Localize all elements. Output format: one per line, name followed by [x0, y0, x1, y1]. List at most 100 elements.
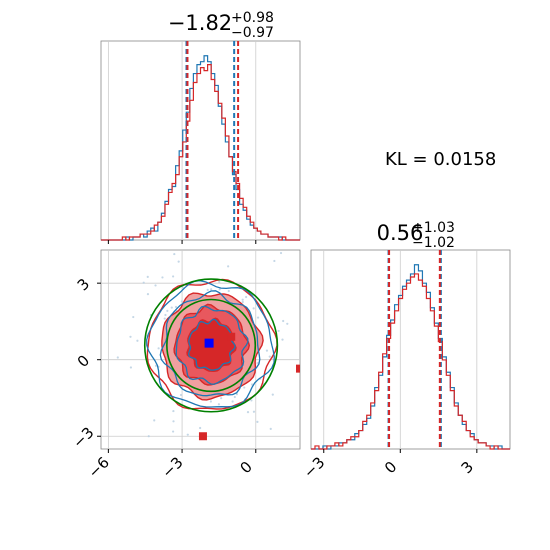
- scatter-point: [174, 305, 178, 309]
- y-tick-label: 0: [74, 351, 93, 370]
- scatter-point: [206, 288, 209, 291]
- scatter-point: [252, 307, 255, 310]
- scatter-point: [129, 366, 133, 369]
- scatter-point: [241, 298, 244, 301]
- blue-contour-line: [159, 290, 261, 397]
- blue-contour-line: [175, 305, 249, 385]
- marginal-x-ticks: [107, 240, 257, 244]
- blue-contour-line: [146, 280, 275, 408]
- scatter-point: [132, 315, 135, 319]
- scatter-point: [129, 335, 132, 338]
- joint-contours: [50, 251, 300, 529]
- x-tick-label: 0: [381, 458, 400, 477]
- scatter-point: [273, 259, 276, 263]
- scatter-point: [277, 329, 280, 333]
- marginal-x-quantile-lines: [185, 41, 240, 240]
- marginal-y-quantile-lines: [387, 250, 442, 449]
- marginal-y-title-value: 0.56: [377, 221, 424, 245]
- scatter-point: [265, 349, 269, 352]
- scatter-point: [233, 395, 236, 399]
- red-contour-line: [161, 292, 264, 401]
- scatter-point: [256, 316, 260, 319]
- scatter-point: [246, 410, 250, 414]
- red-marker: [296, 364, 300, 373]
- histogram-red: [311, 273, 510, 450]
- scatter-point: [142, 281, 145, 284]
- scatter-point: [147, 435, 150, 438]
- marginal-y-histograms: [311, 264, 510, 450]
- scatter-point: [146, 275, 149, 278]
- red-marker: [198, 432, 207, 441]
- scatter-point: [268, 355, 271, 358]
- y-tick-label: −3: [69, 424, 97, 452]
- scatter-point: [252, 410, 256, 413]
- scatter-point: [209, 400, 212, 403]
- scatter-point: [154, 364, 158, 367]
- scatter-point: [161, 276, 164, 279]
- scatter-point: [269, 427, 272, 430]
- marginal-x-title-plus: +0.98: [231, 10, 274, 26]
- scatter-point: [50, 292, 52, 294]
- scatter-point: [250, 383, 254, 386]
- marginal-x-title-value: −1.82: [168, 11, 232, 35]
- scatter-point: [172, 275, 175, 278]
- scatter-point: [146, 293, 150, 296]
- scatter-point: [250, 399, 253, 402]
- scatter-point: [181, 286, 184, 289]
- scatter-point: [217, 403, 221, 406]
- scatter-point: [235, 393, 238, 396]
- scatter-point: [164, 313, 167, 317]
- scatter-point: [281, 338, 284, 341]
- scatter-point: [186, 433, 189, 436]
- joint-panel: −6 −3 0−303: [50, 249, 301, 529]
- scatter-point: [218, 280, 221, 284]
- scatter-point: [199, 426, 202, 430]
- scatter-point: [227, 289, 230, 293]
- marginal-y-grid: [323, 250, 478, 449]
- kl-divergence-label: KL = 0.0158: [385, 149, 496, 170]
- blue-marker: [204, 338, 214, 348]
- scatter-point: [172, 409, 175, 413]
- scatter-point: [179, 393, 183, 397]
- green-reference-ellipse: [166, 298, 257, 393]
- x-tick-label: −6: [85, 453, 113, 481]
- marginal-x-grid: [107, 41, 257, 240]
- scatter-point: [170, 306, 173, 309]
- scatter-point: [231, 400, 234, 403]
- marginal-y-panel: −3 0 3 0.56 +1.03 −1.02: [300, 220, 511, 482]
- scatter-point: [157, 347, 160, 350]
- scatter-point: [173, 252, 176, 256]
- scatter-point: [197, 455, 199, 457]
- y-tick-label: 3: [74, 275, 93, 294]
- x-tick-label: 0: [237, 458, 256, 477]
- scatter-point: [166, 309, 169, 313]
- x-tick-label: −3: [300, 453, 328, 481]
- scatter-point: [153, 419, 156, 422]
- scatter-point: [172, 420, 175, 423]
- scatter-point: [256, 362, 259, 365]
- scatter-point: [220, 397, 223, 400]
- green-reference-ellipse: [143, 278, 279, 413]
- scatter-point: [154, 284, 157, 287]
- scatter-point: [199, 527, 201, 529]
- scatter-point: [256, 420, 259, 423]
- scatter-point: [227, 265, 230, 268]
- histogram-red: [101, 64, 300, 241]
- scatter-point: [136, 339, 139, 342]
- marginal-y-title-minus: −1.02: [412, 235, 455, 251]
- x-tick-label: −3: [158, 453, 186, 481]
- scatter-point: [245, 295, 248, 299]
- marginal-x-panel: −1.82 +0.98 −0.97: [100, 10, 301, 244]
- marginal-x-title: −1.82: [168, 11, 232, 35]
- scatter-point: [163, 317, 166, 320]
- scatter-point: [218, 288, 221, 291]
- scatter-point: [177, 260, 180, 263]
- marginal-x-title-minus: −0.97: [231, 25, 274, 41]
- scatter-point: [243, 386, 246, 389]
- scatter-point: [279, 251, 283, 255]
- scatter-point: [172, 430, 175, 433]
- red-contour-line: [186, 317, 237, 373]
- scatter-point: [210, 288, 213, 291]
- marginal-y-ticks: −3 0 3: [300, 449, 478, 482]
